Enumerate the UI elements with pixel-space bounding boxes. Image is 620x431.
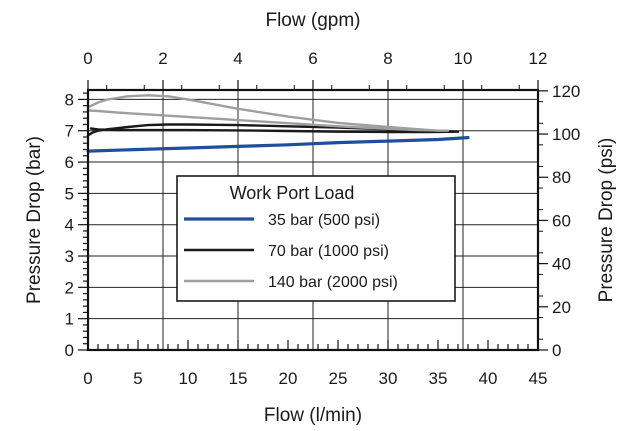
- y-left-tick-label: 1: [65, 310, 74, 329]
- tick-labels: 0 5 10 15 20 25 30 35 40 450 2 4 6 8 10 120123456780204…: [65, 49, 581, 388]
- y-right-tick-label: 0: [552, 341, 561, 360]
- x-bottom-tick-label: 20: [279, 369, 298, 388]
- series-line-3: [86, 94, 450, 132]
- x-bottom-tick-label: 35: [429, 369, 448, 388]
- x-top-tick-label: 10: [454, 49, 473, 68]
- y-left-tick-label: 2: [65, 278, 74, 297]
- y-right-tick-label: 40: [552, 255, 571, 274]
- y-left-tick-label: 0: [65, 341, 74, 360]
- x-bottom-tick-label: 5: [133, 369, 142, 388]
- x-bottom-tick-label: 0: [83, 369, 92, 388]
- x-top-tick-label: 8: [383, 49, 392, 68]
- x-top-tick-label: 12: [529, 49, 548, 68]
- legend-entries: 35 bar (500 psi) 70 bar (1000 psi) 140 bar…: [184, 212, 398, 291]
- legend-title: Work Port Load: [230, 183, 355, 203]
- y-left-tick-label: 6: [65, 153, 74, 172]
- series-line-1: [86, 136, 470, 153]
- y-left-tick-label: 8: [65, 90, 74, 109]
- y-axis-right-title: Pressure Drop (psi): [596, 138, 617, 303]
- x-axis-top-title: Flow (gpm): [265, 10, 360, 31]
- x-bottom-tick-label: 25: [329, 369, 348, 388]
- axis-ticks: [78, 80, 548, 351]
- y-left-tick-label: 3: [65, 247, 74, 266]
- y-right-tick-label: 120: [552, 82, 580, 101]
- x-bottom-tick-label: 15: [229, 369, 248, 388]
- series-lines: [86, 94, 470, 153]
- x-top-tick-label: 0: [83, 49, 92, 68]
- x-top-tick-label: 2: [158, 49, 167, 68]
- y-left-tick-label: 7: [65, 122, 74, 141]
- x-bottom-tick-label: 40: [479, 369, 498, 388]
- y-axis-left-title: Pressure Drop (bar): [24, 136, 45, 304]
- y-left-tick-label: 5: [65, 184, 74, 203]
- legend: Work Port Load 35 bar (500 psi) 70 bar (1…: [176, 175, 456, 302]
- y-right-tick-label: 20: [552, 298, 571, 317]
- legend-label-2: 70 bar (1000 psi): [268, 243, 389, 260]
- y-left-tick-label: 4: [65, 216, 74, 235]
- y-right-tick-label: 60: [552, 211, 571, 230]
- x-axis-bottom-title: Flow (l/min): [264, 405, 362, 426]
- x-bottom-tick-label: 45: [529, 369, 548, 388]
- x-top-tick-label: 6: [308, 49, 317, 68]
- x-top-tick-label: 4: [233, 49, 242, 68]
- y-right-tick-label: 100: [552, 125, 580, 144]
- x-bottom-tick-label: 10: [179, 369, 198, 388]
- legend-label-1: 35 bar (500 psi): [268, 212, 380, 229]
- legend-label-3: 140 bar (2000 psi): [268, 274, 398, 291]
- x-bottom-tick-label: 30: [379, 369, 398, 388]
- y-right-tick-label: 80: [552, 168, 571, 187]
